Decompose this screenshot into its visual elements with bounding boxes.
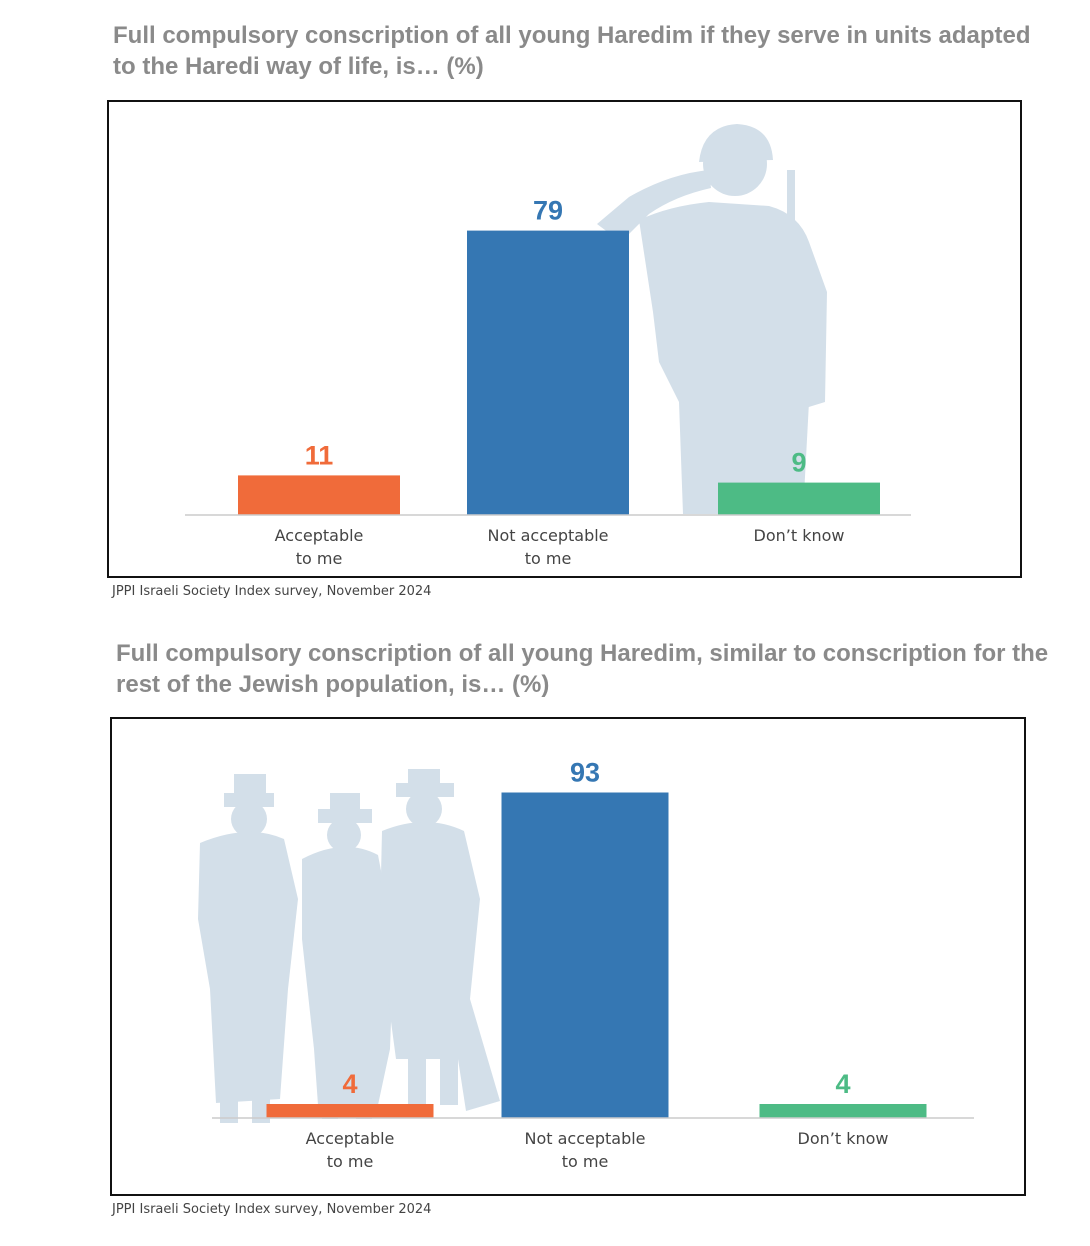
bar-not-acceptable: [501, 792, 669, 1118]
chart-1-source: JPPI Israeli Society Index survey, Novem…: [112, 584, 432, 599]
chart-1-title: Full compulsory conscription of all youn…: [113, 22, 1031, 80]
bar-dont-know: [718, 482, 880, 515]
chart-2-plot: 4 Acceptable to me 93 Not acceptable to me 4 Do…: [198, 758, 974, 1171]
data-label-acceptable: 4: [342, 1069, 357, 1099]
tick-label-acceptable: Acceptable to me: [275, 526, 364, 568]
bar-not-acceptable: [467, 230, 629, 515]
chart-2-source: JPPI Israeli Society Index survey, Novem…: [112, 1202, 432, 1217]
data-label-not-acceptable: 93: [570, 758, 600, 788]
tick-label-dont-know: Don’t know: [754, 526, 845, 545]
bar-acceptable: [266, 1104, 434, 1118]
bar-dont-know: [759, 1104, 927, 1118]
tick-label-dont-know: Don’t know: [798, 1129, 889, 1148]
bar-acceptable: [238, 475, 400, 515]
chart-1-frame: 11 Acceptable to me 79 Not acceptable to me 9 D…: [107, 100, 1022, 578]
data-label-dont-know: 9: [791, 448, 806, 478]
data-label-acceptable: 11: [305, 440, 334, 470]
chart-1-plot: 11 Acceptable to me 79 Not acceptable to me 9 D…: [185, 124, 911, 568]
chart-2-title: Full compulsory conscription of all youn…: [116, 640, 1049, 698]
tick-label-not-acceptable: Not acceptable to me: [524, 1129, 645, 1171]
data-label-dont-know: 4: [835, 1069, 850, 1099]
data-label-not-acceptable: 79: [533, 196, 563, 226]
chart-2-frame: 4 Acceptable to me 93 Not acceptable to me 4 Do…: [110, 717, 1026, 1196]
haredi-men-silhouette-icon: [198, 769, 500, 1123]
tick-label-not-acceptable: Not acceptable to me: [487, 526, 608, 568]
tick-label-acceptable: Acceptable to me: [306, 1129, 395, 1171]
